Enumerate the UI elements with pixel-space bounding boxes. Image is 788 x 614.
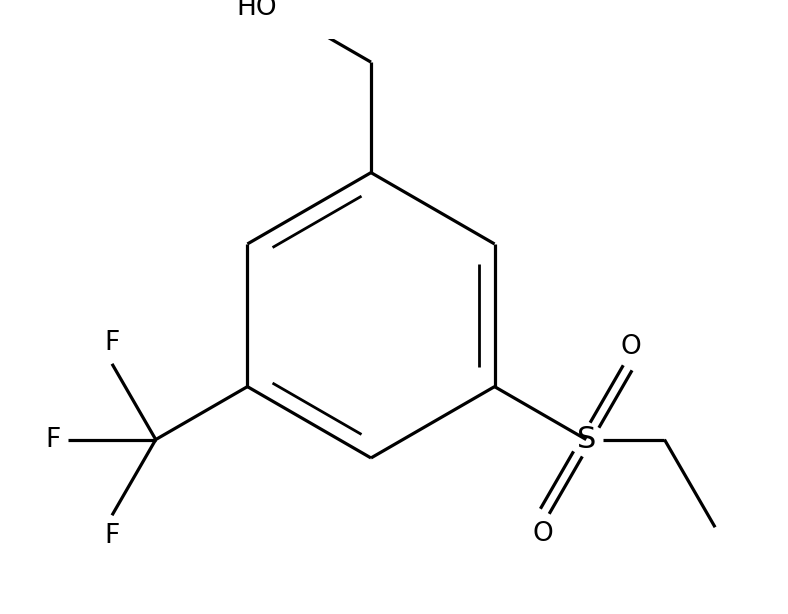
Text: S: S [577, 425, 596, 454]
Text: F: F [104, 330, 120, 357]
Text: HO: HO [236, 0, 277, 21]
Text: O: O [533, 521, 553, 546]
Text: O: O [621, 335, 641, 360]
Text: F: F [46, 427, 61, 453]
Text: F: F [104, 523, 120, 549]
